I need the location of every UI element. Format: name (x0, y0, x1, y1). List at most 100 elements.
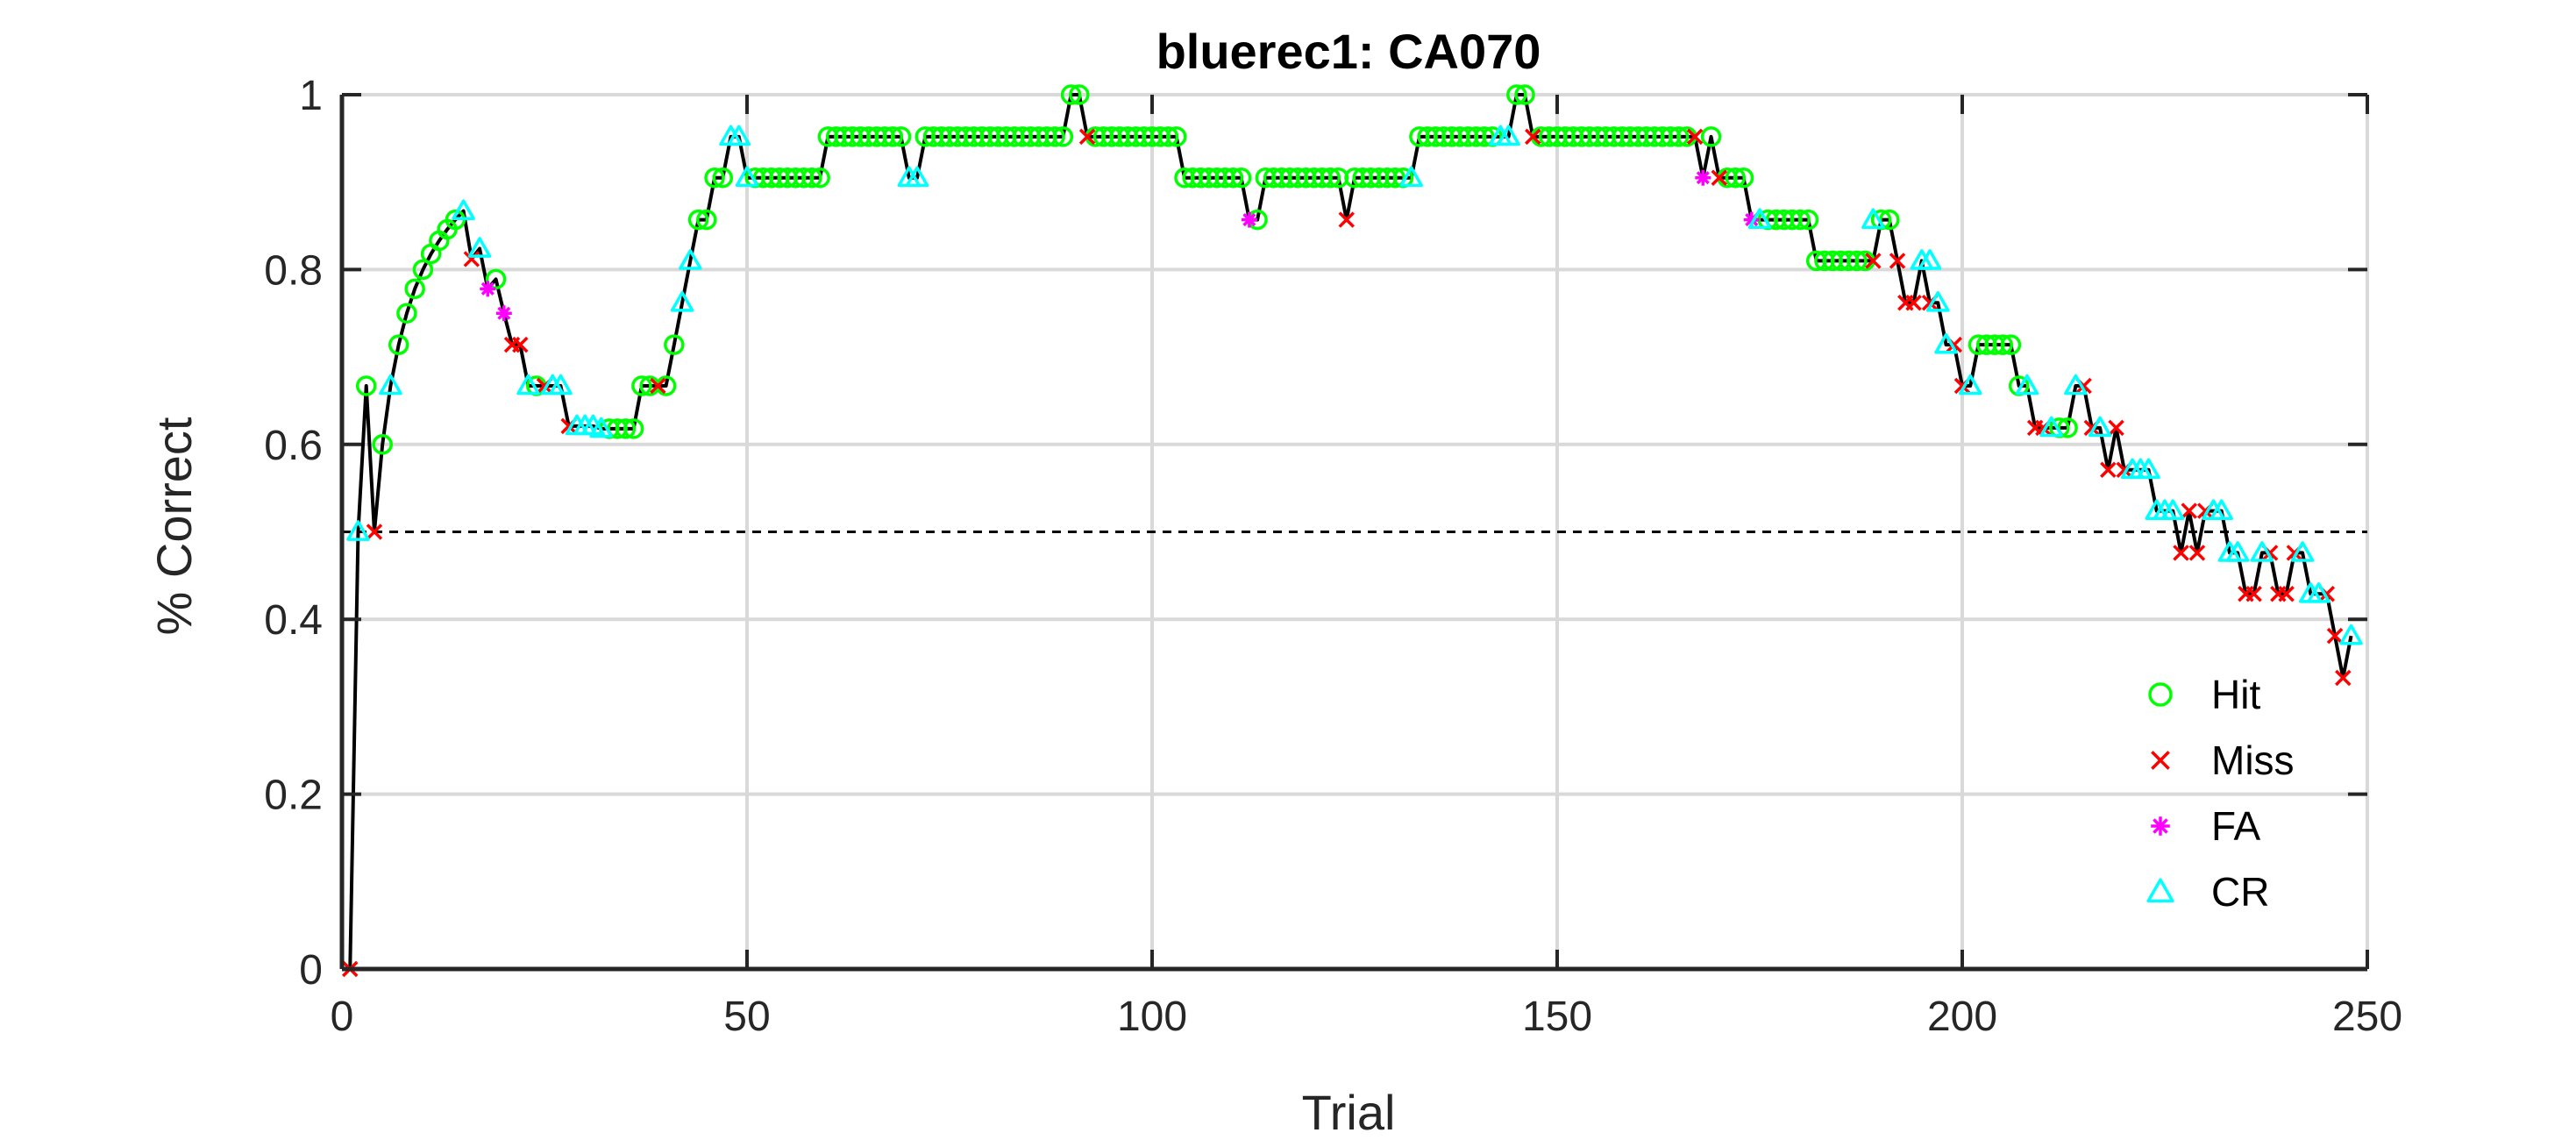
data-point-miss (463, 251, 480, 267)
marker-stroke (512, 336, 529, 353)
data-point-miss (2173, 545, 2189, 561)
marker-stroke (1711, 169, 1728, 186)
data-point-cr (1918, 249, 1942, 270)
data-point-hit (1060, 84, 1082, 105)
data-point-miss (366, 524, 383, 540)
chart-title: bluerec1: CA070 (1156, 24, 1541, 79)
data-point-hit (1165, 126, 1187, 147)
data-point-cr (2225, 541, 2250, 562)
data-point-miss (2335, 669, 2352, 687)
data-point-hit (631, 375, 652, 396)
data-point-cr (452, 199, 475, 220)
data-point-hit (1069, 84, 1090, 105)
data-point-cr (670, 291, 694, 312)
data-point-cr (679, 249, 702, 270)
data-point-miss (1338, 211, 1355, 228)
data-point-hit (1847, 250, 1868, 272)
data-point-miss (1686, 128, 1704, 146)
data-point-hit (623, 418, 644, 439)
data-point-miss (1865, 253, 1882, 269)
legend-marker-cr (2146, 878, 2174, 903)
axes (339, 93, 2369, 972)
data-point-hit (1725, 167, 1747, 189)
marker-stroke (497, 306, 511, 320)
legend-item-hit: Hit (2148, 672, 2260, 717)
data-point-cr (2290, 541, 2315, 562)
data-point-cr (2250, 541, 2274, 562)
data-point-hit (712, 167, 734, 189)
marker-stroke (1525, 128, 1541, 146)
marker-stroke (2181, 502, 2197, 519)
data-point-fa (1695, 169, 1711, 186)
marker-stroke (366, 524, 383, 540)
marker-stroke (2278, 586, 2295, 602)
marker-stroke (2335, 669, 2352, 687)
data-point-miss (2245, 586, 2262, 602)
data-point-miss (2108, 419, 2124, 437)
data-point-fa (1241, 211, 1257, 228)
marker-stroke (2151, 751, 2170, 770)
data-point-cr (1747, 208, 1772, 229)
data-point-hit (1222, 167, 1244, 189)
data-point-hit (396, 303, 417, 324)
legend-item-fa: FA (2151, 803, 2261, 849)
data-point-cr (2160, 499, 2185, 520)
data-point-hit (2000, 334, 2022, 355)
data-point-hit (1052, 126, 1074, 147)
data-point-miss (1078, 128, 1096, 146)
data-point-cr (1926, 291, 1950, 312)
data-point-miss (2326, 627, 2344, 645)
data-point-hit (809, 167, 830, 189)
series-fa (480, 169, 1760, 322)
data-point-cr (589, 417, 613, 438)
data-point-hit (1157, 126, 1179, 147)
data-point-hit (1044, 126, 1065, 147)
data-point-hit (664, 334, 685, 355)
data-point-cr (549, 374, 573, 395)
data-point-cr (2064, 374, 2088, 395)
data-point-cr (2307, 582, 2330, 603)
data-point-hit (1514, 84, 1535, 105)
data-point-cr (727, 125, 751, 146)
data-point-hit (1506, 84, 1527, 105)
data-point-hit (615, 418, 637, 439)
data-point-hit (404, 278, 425, 300)
marker-stroke (1946, 336, 1962, 353)
tick-labels: 0 50 100 150 200 250 0 0.2 0.4 0.6 0.8 1 (264, 73, 2402, 1040)
data-point-cr (2339, 623, 2363, 645)
data-point-cr (379, 374, 402, 395)
series-hit (355, 84, 2078, 455)
data-point-cr (1497, 125, 1520, 146)
x-tick-label: 0 (331, 994, 354, 1040)
x-tick-label: 100 (1117, 994, 1187, 1040)
data-point-miss (2278, 586, 2295, 602)
marker-stroke (1905, 295, 1922, 311)
data-point-hit (412, 259, 434, 281)
data-point-miss (1889, 253, 1906, 269)
series-miss (342, 128, 2352, 978)
data-point-hit (1790, 209, 1811, 231)
data-point-cr (2088, 416, 2112, 438)
x-axis-label: Trial (1302, 1085, 1396, 1140)
data-point-hit (1700, 126, 1722, 147)
data-point-cr (1934, 332, 1958, 354)
data-point-miss (1905, 295, 1922, 311)
marker-stroke (1696, 171, 1710, 185)
series-cr (346, 125, 2363, 645)
y-tick-label: 0.6 (264, 423, 323, 469)
data-point-hit (704, 167, 725, 189)
y-tick-label: 0.2 (264, 773, 323, 819)
y-tick-label: 0.4 (264, 597, 323, 644)
marker-stroke (1686, 128, 1704, 146)
data-point-hit (1668, 126, 1690, 147)
legend-item-miss: Miss (2151, 737, 2295, 783)
marker-stroke (650, 377, 666, 395)
marker-stroke (2188, 545, 2206, 561)
marker-stroke (2318, 586, 2336, 602)
data-point-miss (2181, 502, 2197, 519)
data-point-cr (1958, 374, 1982, 395)
data-point-cr (2210, 499, 2233, 520)
data-point-hit (355, 375, 377, 396)
